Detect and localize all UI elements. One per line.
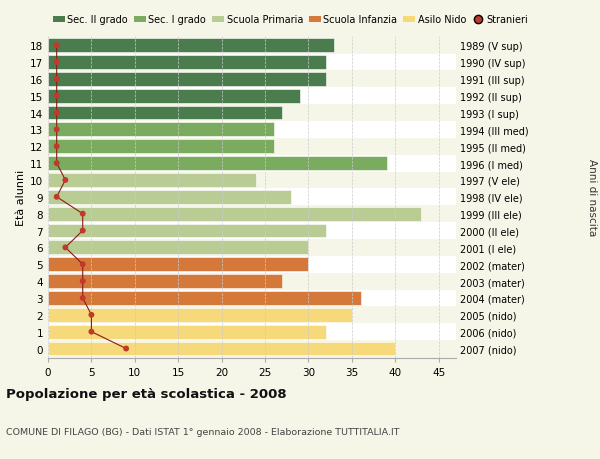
Bar [48, 123, 274, 137]
Point [52, 76, 61, 83]
Bar [48, 324, 456, 341]
Bar [48, 308, 352, 322]
Bar [48, 273, 456, 290]
Bar [48, 106, 283, 120]
Bar [48, 223, 456, 240]
Point [52, 160, 61, 168]
Legend: Sec. II grado, Sec. I grado, Scuola Primaria, Scuola Infanzia, Asilo Nido, Stran: Sec. II grado, Sec. I grado, Scuola Prim… [53, 16, 529, 25]
Point [78, 295, 88, 302]
Point [121, 345, 131, 353]
Bar [48, 105, 456, 122]
Bar [48, 90, 300, 103]
Bar [48, 241, 308, 255]
Bar [48, 342, 395, 356]
Bar [48, 38, 456, 54]
Bar [48, 325, 326, 339]
Bar [48, 139, 456, 155]
Bar [48, 291, 361, 305]
Bar [48, 290, 456, 307]
Bar [48, 155, 456, 172]
Point [52, 93, 61, 100]
Bar [48, 122, 456, 139]
Point [52, 42, 61, 50]
Bar [48, 88, 456, 105]
Point [52, 194, 61, 201]
Point [86, 312, 96, 319]
Bar [48, 71, 456, 88]
Bar [48, 56, 326, 70]
Bar [48, 206, 456, 223]
Point [61, 177, 70, 184]
Point [78, 278, 88, 285]
Bar [48, 73, 326, 86]
Bar [48, 207, 421, 221]
Point [78, 227, 88, 235]
Bar [48, 274, 283, 288]
Point [52, 143, 61, 151]
Bar [48, 189, 456, 206]
Text: Anni di nascita: Anni di nascita [587, 159, 597, 236]
Bar [48, 307, 456, 324]
Y-axis label: Età alunni: Età alunni [16, 169, 26, 225]
Point [78, 211, 88, 218]
Point [52, 59, 61, 67]
Point [52, 110, 61, 117]
Bar [48, 174, 256, 187]
Text: COMUNE DI FILAGO (BG) - Dati ISTAT 1° gennaio 2008 - Elaborazione TUTTITALIA.IT: COMUNE DI FILAGO (BG) - Dati ISTAT 1° ge… [6, 427, 400, 436]
Bar [48, 39, 334, 53]
Bar [48, 54, 456, 71]
Bar [48, 240, 456, 256]
Point [61, 244, 70, 252]
Point [86, 328, 96, 336]
Bar [48, 157, 386, 171]
Point [78, 261, 88, 269]
Bar [48, 224, 326, 238]
Bar [48, 140, 274, 154]
Bar [48, 190, 291, 204]
Bar [48, 341, 456, 357]
Bar [48, 256, 456, 273]
Point [52, 126, 61, 134]
Text: Popolazione per età scolastica - 2008: Popolazione per età scolastica - 2008 [6, 387, 287, 400]
Bar [48, 258, 308, 272]
Bar [48, 172, 456, 189]
